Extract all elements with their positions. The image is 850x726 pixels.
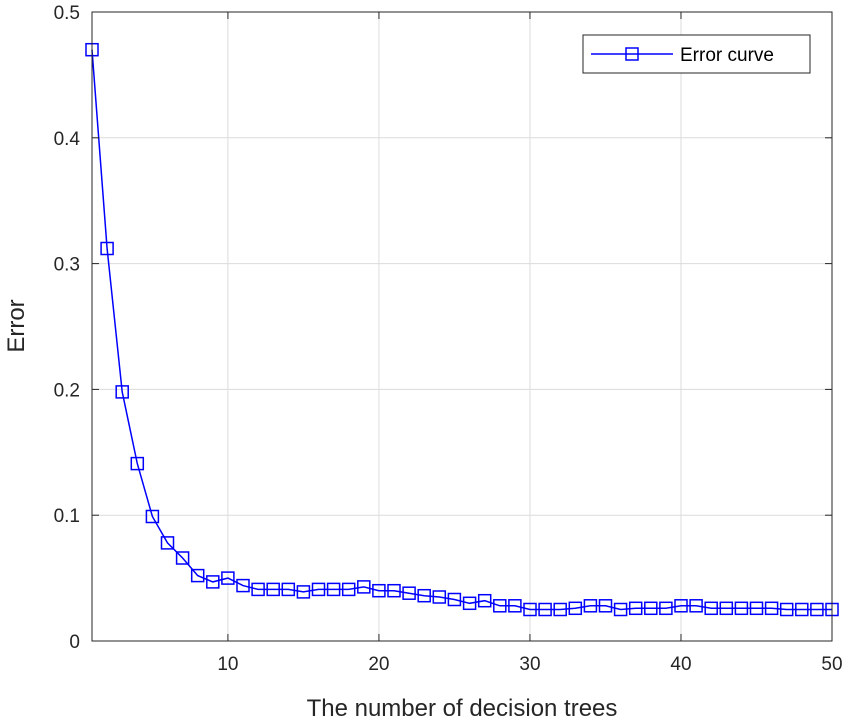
y-tick-label: 0.2 [54,380,80,401]
y-axis-label: Error [3,299,30,352]
legend-marker-swatch [625,47,639,61]
data-point-marker [175,551,190,565]
x-tick-label: 50 [821,654,842,675]
data-point-marker [583,599,598,613]
y-tick-label: 0.5 [54,3,80,24]
data-point-marker [432,590,447,604]
data-point-marker [447,592,462,607]
data-point-marker [462,596,477,611]
y-tick-label: 0.4 [54,129,81,150]
data-point-marker [190,568,205,583]
x-tick-label: 10 [217,654,238,675]
data-point-marker [508,599,522,613]
data-point-marker [145,509,160,524]
data-point-marker [538,602,552,617]
grid-lines [92,12,832,641]
data-point-marker [613,602,628,617]
x-tick-label: 40 [670,654,691,675]
data-point-marker [281,582,296,597]
data-point-marker [749,601,764,616]
data-point-marker [341,582,356,597]
tick-labels: 10 20 30 40 50 0 0.1 0.2 0.3 0.4 0.5 [54,3,843,675]
data-point-marker [689,599,703,613]
data-point-marker [357,580,371,594]
series-line-error-curve [91,49,832,611]
data-point-marker [417,588,431,603]
y-tick-label: 0.1 [54,506,80,527]
data-point-marker [251,582,265,597]
data-point-marker [311,582,326,597]
x-tick-label: 30 [519,654,540,675]
data-point-marker [266,582,280,597]
data-point-marker [100,241,114,256]
data-point-marker [130,456,145,471]
data-point-marker [734,601,749,616]
data-point-marker [477,593,492,608]
data-point-marker [659,601,673,616]
data-point-marker [523,602,537,617]
data-point-marker [387,583,401,598]
y-tick-label: 0.3 [54,255,80,276]
data-point-marker [326,582,341,597]
data-point-marker [553,602,567,617]
data-point-marker [674,599,688,613]
legend-box [582,34,811,74]
data-point-marker [719,601,734,616]
data-point-marker [115,385,129,399]
x-axis-label: The number of decision trees [307,695,618,722]
y-tick-label: 0 [69,632,80,653]
data-point-marker [628,601,643,616]
plot-area-frame [91,11,833,642]
legend: Error curve [582,34,811,74]
data-point-marker [764,601,779,616]
x-tick-label: 20 [368,654,389,675]
data-point-marker [779,602,794,617]
axis-ticks [92,11,833,642]
data-point-marker [236,578,250,593]
data-point-marker [704,601,718,616]
data-point-marker [296,585,311,599]
data-point-marker [568,601,583,616]
data-point-marker [810,602,824,617]
legend-entry-error-curve: Error curve [680,45,774,66]
data-point-marker [644,601,658,616]
data-point-marker [372,583,386,598]
data-point-marker [493,599,507,613]
data-point-marker [598,599,613,613]
data-point-marker [160,536,175,550]
data-series [85,42,839,617]
data-point-marker [795,602,809,617]
data-point-marker [221,571,235,585]
data-point-marker [402,586,416,600]
data-point-marker [206,575,220,589]
